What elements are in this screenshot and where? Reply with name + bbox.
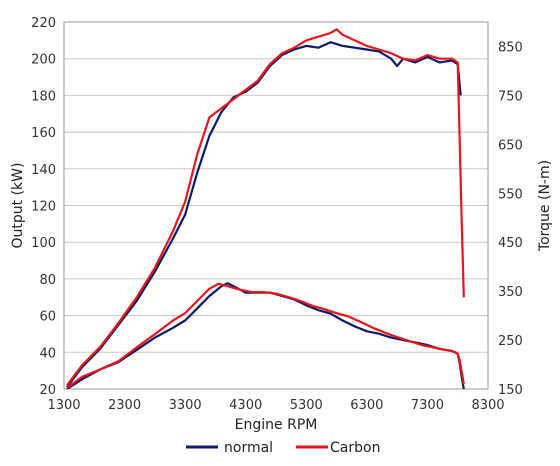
series-line-normal-left [66, 41, 462, 388]
plot-area [63, 21, 489, 390]
y-left-tick-label: 140 [31, 163, 56, 178]
y-left-tick-label: 160 [31, 126, 56, 141]
y-right-tick-label: 250 [498, 334, 523, 349]
y-right-tick-label: 650 [498, 138, 523, 153]
legend-label-carbon: Carbon [330, 440, 380, 456]
x-tick-label: 7300 [411, 398, 444, 413]
x-tick-label: 5300 [290, 398, 323, 413]
y-right-tick-label: 550 [498, 187, 523, 202]
y-left-tick-label: 20 [39, 383, 56, 398]
y-right-tick-label: 450 [498, 236, 523, 251]
x-axis-title: Engine RPM [235, 417, 318, 433]
y-axis-right-ticks: 150 250 350 450 550 650 750 850 [498, 40, 523, 398]
series-line-carbon-right [66, 282, 465, 389]
y-left-tick-label: 80 [39, 273, 56, 288]
series-line-normal-right [66, 282, 465, 389]
series-layer [66, 28, 465, 389]
y-right-tick-label: 150 [498, 383, 523, 398]
y-right-tick-label: 750 [498, 89, 523, 104]
y-axis-left-ticks: 20 40 60 80 100 120 140 160 180 200 220 [31, 16, 56, 398]
legend-label-normal: normal [224, 440, 273, 456]
y-left-tick-label: 120 [31, 200, 56, 215]
series-line-carbon-left [66, 28, 465, 386]
y-left-tick-label: 100 [31, 236, 56, 251]
x-tick-label: 3300 [169, 398, 202, 413]
x-tick-label: 1300 [47, 398, 80, 413]
x-axis-ticks: 1300 2300 3300 4300 5300 6300 7300 8300 [47, 398, 504, 413]
y-left-tick-label: 220 [31, 16, 56, 31]
x-tick-label: 8300 [471, 398, 504, 413]
y-left-tick-label: 60 [39, 310, 56, 325]
x-tick-label: 6300 [350, 398, 383, 413]
grid-lines [64, 21, 488, 390]
x-tick-label: 2300 [108, 398, 141, 413]
legend: normal Carbon [186, 440, 380, 456]
y-left-tick-label: 200 [31, 53, 56, 68]
y-left-tick-label: 40 [39, 346, 56, 361]
x-tick-label: 4300 [229, 398, 262, 413]
y-axis-left-title: Output (kW) [10, 163, 26, 249]
y-right-tick-label: 850 [498, 40, 523, 55]
y-axis-right-title: Torque (N-m) [537, 160, 553, 252]
y-left-tick-label: 180 [31, 89, 56, 104]
y-right-tick-label: 350 [498, 285, 523, 300]
